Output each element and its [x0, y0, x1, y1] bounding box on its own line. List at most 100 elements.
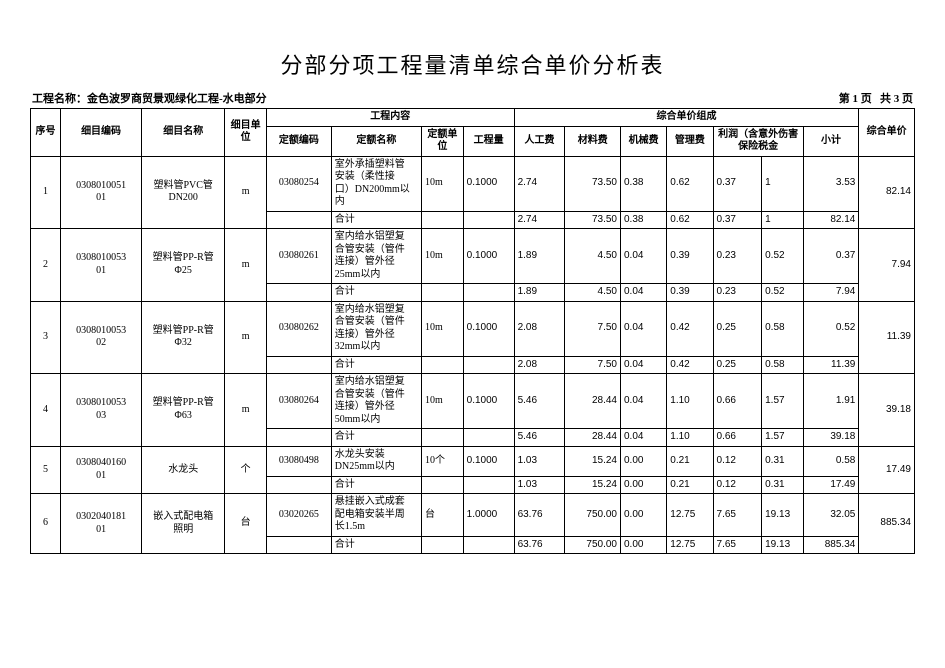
cell-sum-blank [463, 476, 514, 494]
th-dname: 定额名称 [331, 126, 421, 156]
cell-code: 030801005101 [61, 156, 142, 229]
cell-code: 030801005301 [61, 229, 142, 302]
cell-unit: m [225, 374, 267, 447]
cell-sum-mach: 0.00 [621, 476, 667, 494]
cell-prof: 0.12 [713, 446, 762, 476]
cell-qty: 0.1000 [463, 301, 514, 356]
cell-total: 7.94 [859, 229, 915, 302]
cell-sum-prof: 0.23 [713, 284, 762, 302]
cell-lab: 63.76 [514, 494, 565, 537]
cell-sum-mat: 15.24 [565, 476, 621, 494]
cell-sum-sub: 82.14 [803, 211, 859, 229]
cell-qty: 0.1000 [463, 446, 514, 476]
analysis-table: 序号 细目编码 细目名称 细目单位 工程内容 综合单价组成 综合单价 定额编码 … [30, 108, 915, 554]
cell-dunit: 10m [422, 301, 464, 356]
th-seq: 序号 [31, 109, 61, 157]
cell-mach: 0.00 [621, 446, 667, 476]
cell-unit: 台 [225, 494, 267, 554]
cell-sum-mgmt: 0.42 [667, 356, 713, 374]
cell-mgmt: 0.42 [667, 301, 713, 356]
cell-mach: 0.38 [621, 156, 667, 211]
cell-sum-mach: 0.38 [621, 211, 667, 229]
th-item-code: 细目编码 [61, 109, 142, 157]
cell-sum-lab: 2.08 [514, 356, 565, 374]
cell-seq: 6 [31, 494, 61, 554]
cell-mat: 7.50 [565, 301, 621, 356]
cell-sub: 0.37 [803, 229, 859, 284]
cell-dcode: 03080254 [267, 156, 332, 211]
cell-prof: 0.23 [713, 229, 762, 284]
th-dunit: 定额单位 [422, 126, 464, 156]
cell-dname: 悬挂嵌入式成套配电箱安装半周长1.5m [331, 494, 421, 537]
cell-mach: 0.04 [621, 374, 667, 429]
cell-mat: 750.00 [565, 494, 621, 537]
th-dcode: 定额编码 [267, 126, 332, 156]
cell-dname: 室内给水铝塑复合管安装（管件连接）管外径50mm以内 [331, 374, 421, 429]
cell-sum-name: 合计 [331, 429, 421, 447]
cell-risk: 19.13 [762, 494, 804, 537]
cell-dunit: 10m [422, 229, 464, 284]
cell-seq: 2 [31, 229, 61, 302]
cell-unit: m [225, 229, 267, 302]
cell-prof: 7.65 [713, 494, 762, 537]
cell-risk: 1.57 [762, 374, 804, 429]
th-item-name: 细目名称 [142, 109, 225, 157]
cell-sum-name: 合计 [331, 211, 421, 229]
cell-seq: 3 [31, 301, 61, 374]
cell-sum-blank [267, 536, 332, 554]
th-work-content: 工程内容 [267, 109, 515, 127]
cell-sum-lab: 2.74 [514, 211, 565, 229]
cell-sum-blank [422, 536, 464, 554]
cell-dcode: 03080262 [267, 301, 332, 356]
th-qty: 工程量 [463, 126, 514, 156]
cell-code: 030801005302 [61, 301, 142, 374]
cell-sum-mach: 0.00 [621, 536, 667, 554]
table-row: 1030801005101塑料管PVC管DN200m03080254室外承插塑料… [31, 156, 915, 211]
cell-sum-mat: 73.50 [565, 211, 621, 229]
cell-lab: 1.03 [514, 446, 565, 476]
cell-sum-blank [463, 536, 514, 554]
cell-prof: 0.25 [713, 301, 762, 356]
cell-name: 塑料管PP-R管Φ63 [142, 374, 225, 447]
cell-total: 11.39 [859, 301, 915, 374]
cell-mach: 0.00 [621, 494, 667, 537]
cell-sum-name: 合计 [331, 536, 421, 554]
cell-sum-mgmt: 0.62 [667, 211, 713, 229]
cell-sum-name: 合计 [331, 476, 421, 494]
cell-sum-mat: 7.50 [565, 356, 621, 374]
cell-sum-sub: 17.49 [803, 476, 859, 494]
table-row: 3030801005302塑料管PP-R管Φ32m03080262室内给水铝塑复… [31, 301, 915, 356]
cell-sum-mat: 28.44 [565, 429, 621, 447]
cell-sum-risk: 0.31 [762, 476, 804, 494]
cell-sum-blank [422, 284, 464, 302]
cell-code: 030204018101 [61, 494, 142, 554]
cell-qty: 0.1000 [463, 156, 514, 211]
cell-risk: 1 [762, 156, 804, 211]
cell-dunit: 10m [422, 374, 464, 429]
cell-sum-risk: 1 [762, 211, 804, 229]
cell-unit: m [225, 156, 267, 229]
cell-sum-mgmt: 12.75 [667, 536, 713, 554]
cell-sum-lab: 5.46 [514, 429, 565, 447]
table-row: 2030801005301塑料管PP-R管Φ25m03080261室内给水铝塑复… [31, 229, 915, 284]
cell-mach: 0.04 [621, 229, 667, 284]
cell-dname: 水龙头安装DN25mm以内 [331, 446, 421, 476]
cell-sum-blank [422, 429, 464, 447]
cell-mat: 15.24 [565, 446, 621, 476]
th-machine: 机械费 [621, 126, 667, 156]
cell-sum-sub: 885.34 [803, 536, 859, 554]
cell-prof: 0.37 [713, 156, 762, 211]
cell-sum-blank [422, 476, 464, 494]
cell-risk: 0.58 [762, 301, 804, 356]
page-indicator: 第 1 页 共 3 页 [839, 90, 913, 106]
cell-qty: 0.1000 [463, 229, 514, 284]
cell-sum-mach: 0.04 [621, 429, 667, 447]
cell-sum-mgmt: 0.39 [667, 284, 713, 302]
cell-sum-blank [463, 211, 514, 229]
page-title: 分部分项工程量清单综合单价分析表 [30, 48, 915, 80]
cell-sum-blank [463, 356, 514, 374]
th-comp-price: 综合单价组成 [514, 109, 859, 127]
table-row: 6030204018101嵌入式配电箱照明台03020265悬挂嵌入式成套配电箱… [31, 494, 915, 537]
cell-name: 嵌入式配电箱照明 [142, 494, 225, 554]
cell-lab: 5.46 [514, 374, 565, 429]
